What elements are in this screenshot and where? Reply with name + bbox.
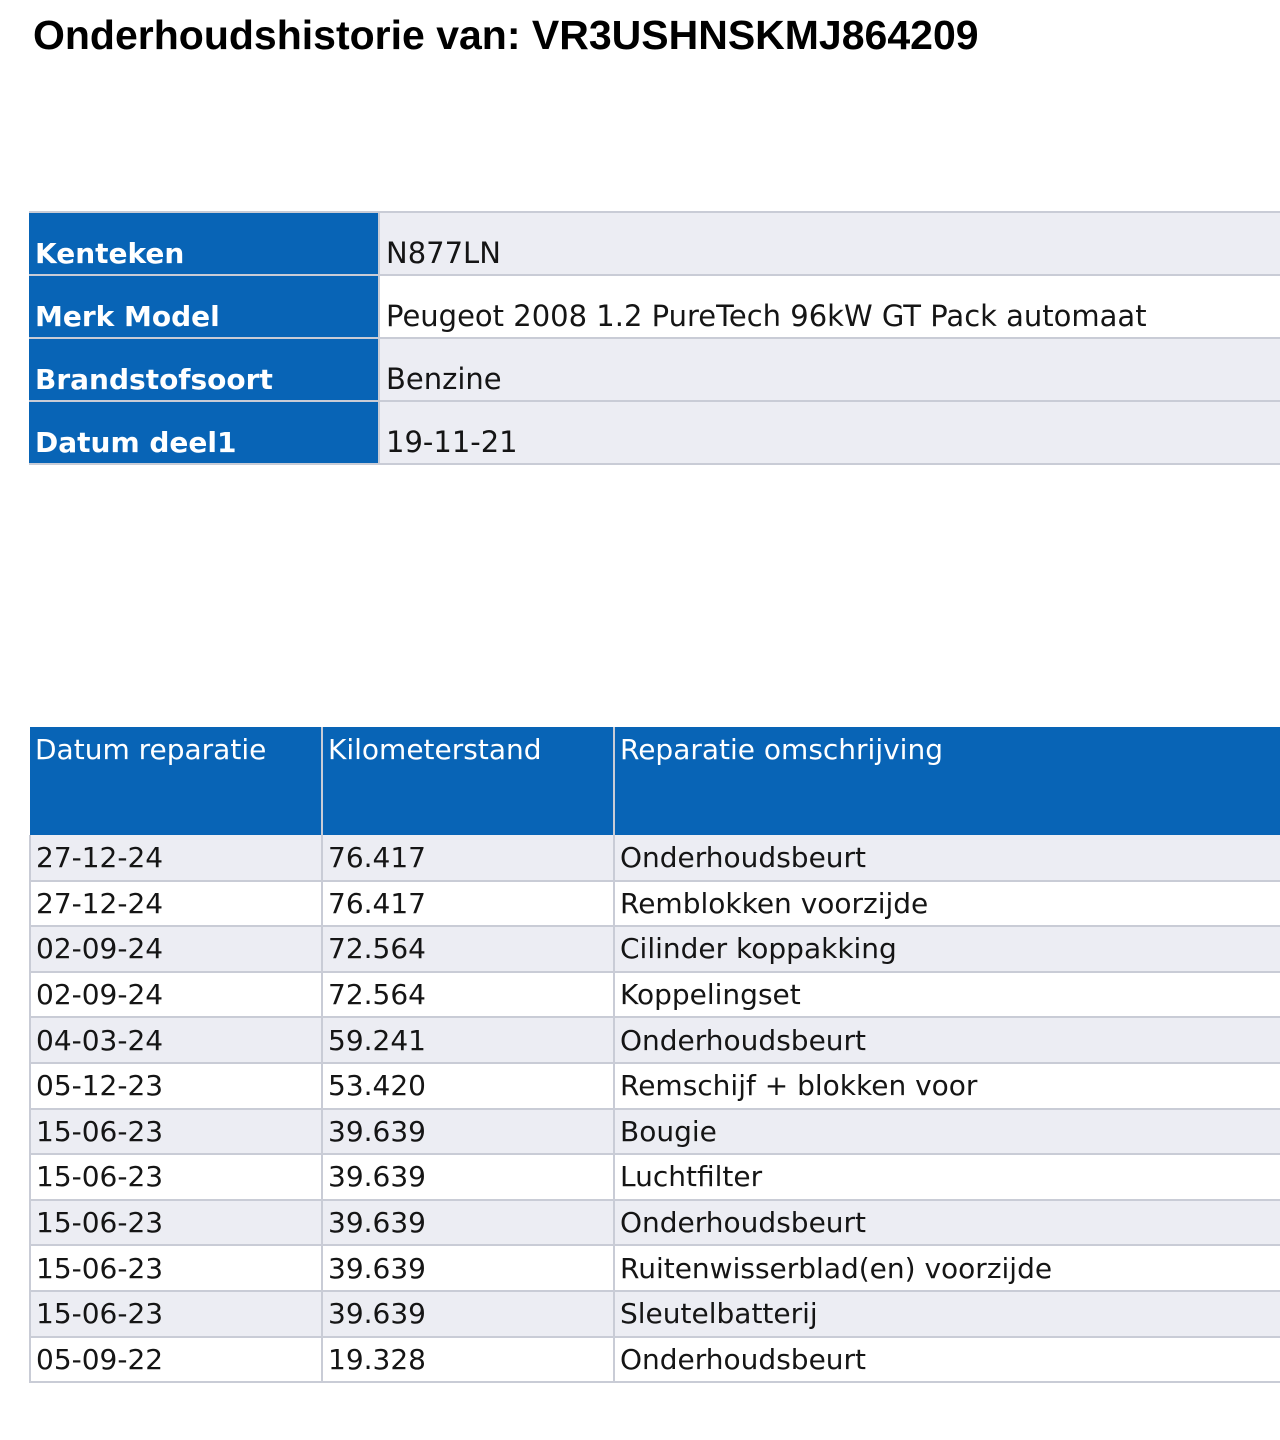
mileage-cell: 19.328 [322,1336,615,1384]
repair-date-cell: 05-12-23 [29,1062,323,1110]
table-row: 15-06-23 39.639 Luchtfilter [29,1154,1280,1201]
repair-description-cell: Remblokken voorzijde [614,880,1280,928]
vehicle-value-make-model: Peugeot 2008 1.2 PureTech 96kW GT Pack a… [379,275,1280,338]
mileage-cell: 59.241 [322,1017,615,1064]
repair-date-cell: 27-12-24 [29,835,323,882]
repair-date-cell: 02-09-24 [29,971,323,1019]
mileage-cell: 39.639 [322,1290,615,1338]
repair-description-cell: Bougie [614,1108,1280,1156]
mileage-cell: 72.564 [322,971,615,1019]
page-title: Onderhoudshistorie van: VR3USHNSKMJ86420… [33,12,979,58]
mileage-cell: 76.417 [322,880,615,928]
repair-description-cell: Luchtfilter [614,1154,1280,1201]
vehicle-row-registration-date: Datum deel1 19-11-21 [29,401,1280,464]
vehicle-row-fuel-type: Brandstofsoort Benzine [29,338,1280,401]
table-row: 04-03-24 59.241 Onderhoudsbeurt [29,1017,1280,1064]
repair-description-cell: Ruitenwisserblad(en) voorzijde [614,1245,1280,1292]
repair-date-cell: 15-06-23 [29,1245,323,1292]
table-row: 15-06-23 39.639 Onderhoudsbeurt [29,1199,1280,1247]
vehicle-value-license-plate: N877LN [379,212,1280,275]
repair-date-cell: 15-06-23 [29,1199,323,1247]
table-row: 27-12-24 76.417 Remblokken voorzijde [29,880,1280,928]
table-row: 27-12-24 76.417 Onderhoudsbeurt [29,835,1280,882]
mileage-cell: 53.420 [322,1062,615,1110]
mileage-cell: 39.639 [322,1245,615,1292]
repair-date-cell: 02-09-24 [29,926,323,973]
repair-description-cell: Onderhoudsbeurt [614,835,1280,882]
repair-date-cell: 15-06-23 [29,1290,323,1338]
table-row: 05-09-22 19.328 Onderhoudsbeurt [29,1336,1280,1384]
repair-date-cell: 27-12-24 [29,880,323,928]
repair-description-cell: Onderhoudsbeurt [614,1017,1280,1064]
table-row: 15-06-23 39.639 Bougie [29,1108,1280,1156]
repair-description-cell: Koppelingset [614,971,1280,1019]
repair-date-cell: 05-09-22 [29,1336,323,1384]
repair-history-table: Datum reparatie Kilometerstand Reparatie… [29,727,1280,1384]
table-row: 05-12-23 53.420 Remschijf + blokken voor [29,1062,1280,1110]
repair-description-cell: Remschijf + blokken voor [614,1062,1280,1110]
repair-date-cell: 15-06-23 [29,1108,323,1156]
repair-history-header-row: Datum reparatie Kilometerstand Reparatie… [30,727,1280,835]
table-row: 15-06-23 39.639 Sleutelbatterij [29,1290,1280,1338]
repair-description-cell: Onderhoudsbeurt [614,1199,1280,1247]
repair-date-cell: 15-06-23 [29,1154,323,1201]
repair-date-cell: 04-03-24 [29,1017,323,1064]
column-header-repair-date: Datum reparatie [30,727,323,835]
vehicle-label-fuel-type: Brandstofsoort [29,338,380,401]
mileage-cell: 39.639 [322,1108,615,1156]
table-row: 02-09-24 72.564 Koppelingset [29,971,1280,1019]
vehicle-label-make-model: Merk Model [29,275,380,338]
mileage-cell: 39.639 [322,1199,615,1247]
column-header-mileage: Kilometerstand [322,727,615,835]
vehicle-info-table: Kenteken N877LN Merk Model Peugeot 2008 … [29,211,1280,465]
mileage-cell: 76.417 [322,835,615,882]
vehicle-row-make-model: Merk Model Peugeot 2008 1.2 PureTech 96k… [29,275,1280,338]
table-row: 15-06-23 39.639 Ruitenwisserblad(en) voo… [29,1245,1280,1292]
vehicle-value-fuel-type: Benzine [379,338,1280,401]
repair-description-cell: Sleutelbatterij [614,1290,1280,1338]
column-header-repair-description: Reparatie omschrijving [614,727,1280,835]
mileage-cell: 72.564 [322,926,615,973]
repair-description-cell: Cilinder koppakking [614,926,1280,973]
vehicle-row-license-plate: Kenteken N877LN [29,212,1280,275]
repair-description-cell: Onderhoudsbeurt [614,1336,1280,1384]
vehicle-label-registration-date: Datum deel1 [29,401,380,464]
table-row: 02-09-24 72.564 Cilinder koppakking [29,926,1280,973]
vehicle-value-registration-date: 19-11-21 [379,401,1280,464]
mileage-cell: 39.639 [322,1154,615,1201]
vehicle-label-license-plate: Kenteken [29,212,380,275]
